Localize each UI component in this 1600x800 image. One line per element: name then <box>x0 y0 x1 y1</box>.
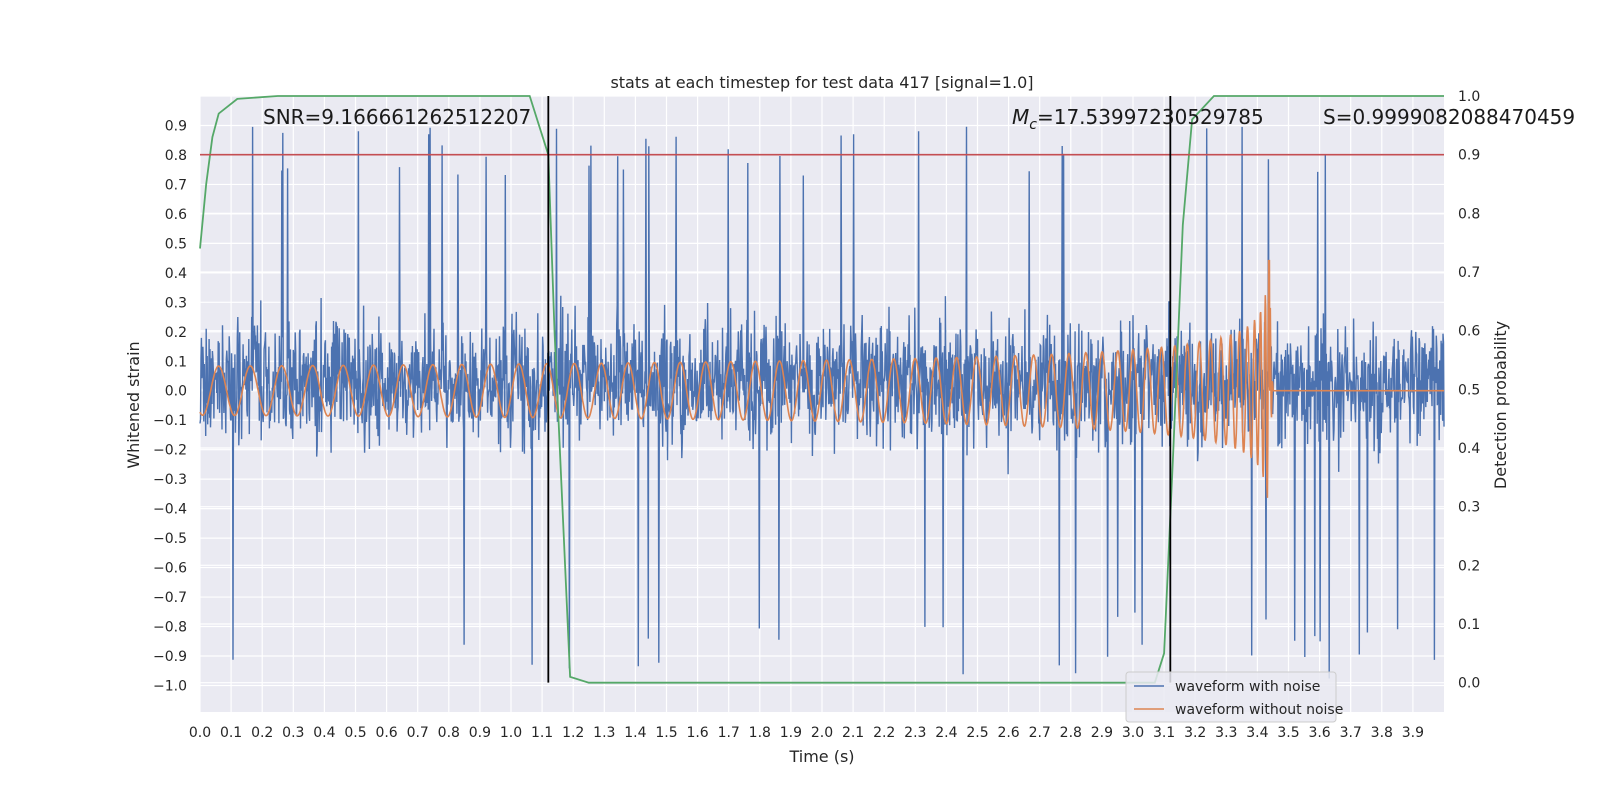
x-tick-label: 3.8 <box>1371 725 1393 741</box>
overlay-layer <box>200 96 1444 683</box>
x-tick-label: 1.3 <box>593 725 615 741</box>
series-waveform-without-noise <box>199 259 1444 498</box>
chirp-mass-annotation: Mc=17.53997230529785 <box>1012 105 1264 133</box>
y-tick-label: −0.6 <box>153 561 187 577</box>
snr-annotation: SNR=9.166661262512207 <box>263 105 531 129</box>
legend-label-noisy: waveform with noise <box>1175 679 1320 695</box>
x-tick-label: 1.2 <box>562 725 584 741</box>
x-tick-label: 0.6 <box>375 725 397 741</box>
x-tick-label: 3.5 <box>1277 725 1299 741</box>
y-tick-label: 0.8 <box>165 148 187 164</box>
chirp-mass-value: =17.53997230529785 <box>1037 105 1264 129</box>
detection-score-annotation: S=0.9999082088470459 <box>1323 105 1575 129</box>
y-tick-label: −0.4 <box>153 502 187 518</box>
y2-tick-label: 0.3 <box>1458 500 1480 516</box>
y2-axis-label: Detection probability <box>1491 321 1510 489</box>
y-tick-label: −0.1 <box>153 413 187 429</box>
x-tick-label: 2.8 <box>1060 725 1082 741</box>
y-tick-label: 0.6 <box>165 207 187 223</box>
y2-tick-label: 0.4 <box>1458 441 1480 457</box>
x-tick-label: 2.1 <box>842 725 864 741</box>
series-detection-probability <box>199 95 1444 684</box>
x-tick-label: 1.0 <box>500 725 522 741</box>
y2-axis: 1.0 0.9 0.8 0.7 0.6 0.5 0.4 0.3 0.2 0.1 0.0 <box>1458 89 1480 692</box>
y-tick-label: 0.4 <box>165 266 187 282</box>
x-tick-label: 2.5 <box>966 725 988 741</box>
y-tick-label: 0.3 <box>165 295 187 311</box>
chirp-mass-subscript: c <box>1029 117 1037 133</box>
x-tick-label: 0.8 <box>438 725 460 741</box>
x-axis-label: Time (s) <box>788 747 854 766</box>
y-tick-label: 0.5 <box>165 236 187 252</box>
y2-tick-label: 1.0 <box>1458 89 1480 105</box>
y-tick-label: −0.5 <box>153 531 187 547</box>
x-tick-label: 0.4 <box>313 725 335 741</box>
y-tick-label: 0.2 <box>165 325 187 341</box>
y-axis: 0.9 0.8 0.7 0.6 0.5 0.4 0.3 0.2 0.1 0.0 −0.1 −0.2 −0… <box>153 118 187 694</box>
x-tick-label: 2.9 <box>1091 725 1113 741</box>
x-axis: 0.0 0.1 0.2 0.3 0.4 0.5 0.6 0.7 0.8 0.9 1.0 1.1 1.2 1… <box>189 725 1424 741</box>
chirp-mass-symbol: M <box>1012 105 1029 129</box>
x-tick-label: 3.0 <box>1122 725 1144 741</box>
x-tick-label: 1.5 <box>655 725 677 741</box>
series-layer <box>199 95 1445 684</box>
y-tick-label: 0.1 <box>165 354 187 370</box>
x-tick-label: 1.8 <box>749 725 771 741</box>
y-tick-label: −1.0 <box>153 678 187 694</box>
x-tick-label: 0.2 <box>251 725 273 741</box>
x-tick-label: 0.1 <box>220 725 242 741</box>
legend: waveform with noise waveform without noi… <box>1125 671 1343 723</box>
y-tick-label: 0.0 <box>165 384 187 400</box>
x-tick-label: 1.4 <box>624 725 646 741</box>
x-tick-label: 2.2 <box>873 725 895 741</box>
x-tick-label: 0.3 <box>282 725 304 741</box>
x-tick-label: 2.3 <box>904 725 926 741</box>
y-tick-label: −0.9 <box>153 649 187 665</box>
y2-tick-label: 0.2 <box>1458 558 1480 574</box>
x-tick-label: 1.7 <box>718 725 740 741</box>
x-tick-label: 3.4 <box>1246 725 1268 741</box>
x-tick-label: 0.7 <box>407 725 429 741</box>
x-tick-label: 1.1 <box>531 725 553 741</box>
x-tick-label: 3.2 <box>1184 725 1206 741</box>
x-tick-label: 0.9 <box>469 725 491 741</box>
x-tick-label: 1.6 <box>686 725 708 741</box>
chart-title: stats at each timestep for test data 417… <box>610 73 1033 92</box>
legend-box <box>1125 671 1337 723</box>
y2-tick-label: 0.9 <box>1458 148 1480 164</box>
x-tick-label: 3.6 <box>1308 725 1330 741</box>
y2-tick-label: 0.1 <box>1458 617 1480 633</box>
y2-tick-label: 0.5 <box>1458 382 1480 398</box>
y-tick-label: −0.2 <box>153 443 187 459</box>
y-axis-label: Whitened strain <box>124 341 143 468</box>
x-tick-label: 3.3 <box>1215 725 1237 741</box>
y2-tick-label: 0.0 <box>1458 676 1480 692</box>
x-tick-label: 1.9 <box>780 725 802 741</box>
y-tick-label: −0.3 <box>153 472 187 488</box>
x-tick-label: 3.1 <box>1153 725 1175 741</box>
legend-label-clean: waveform without noise <box>1175 702 1343 718</box>
y2-tick-label: 0.7 <box>1458 265 1480 281</box>
x-tick-label: 3.9 <box>1402 725 1424 741</box>
y2-tick-label: 0.6 <box>1458 324 1480 340</box>
y-tick-label: −0.8 <box>153 620 187 636</box>
x-tick-label: 0.5 <box>344 725 366 741</box>
y-tick-label: −0.7 <box>153 590 187 606</box>
x-tick-label: 2.6 <box>997 725 1019 741</box>
x-tick-label: 3.7 <box>1340 725 1362 741</box>
x-tick-label: 2.7 <box>1029 725 1051 741</box>
y2-tick-label: 0.8 <box>1458 206 1480 222</box>
x-tick-label: 0.0 <box>189 725 211 741</box>
x-tick-label: 2.4 <box>935 725 957 741</box>
x-tick-label: 2.0 <box>811 725 833 741</box>
y-tick-label: 0.7 <box>165 177 187 193</box>
y-tick-label: 0.9 <box>165 118 187 134</box>
